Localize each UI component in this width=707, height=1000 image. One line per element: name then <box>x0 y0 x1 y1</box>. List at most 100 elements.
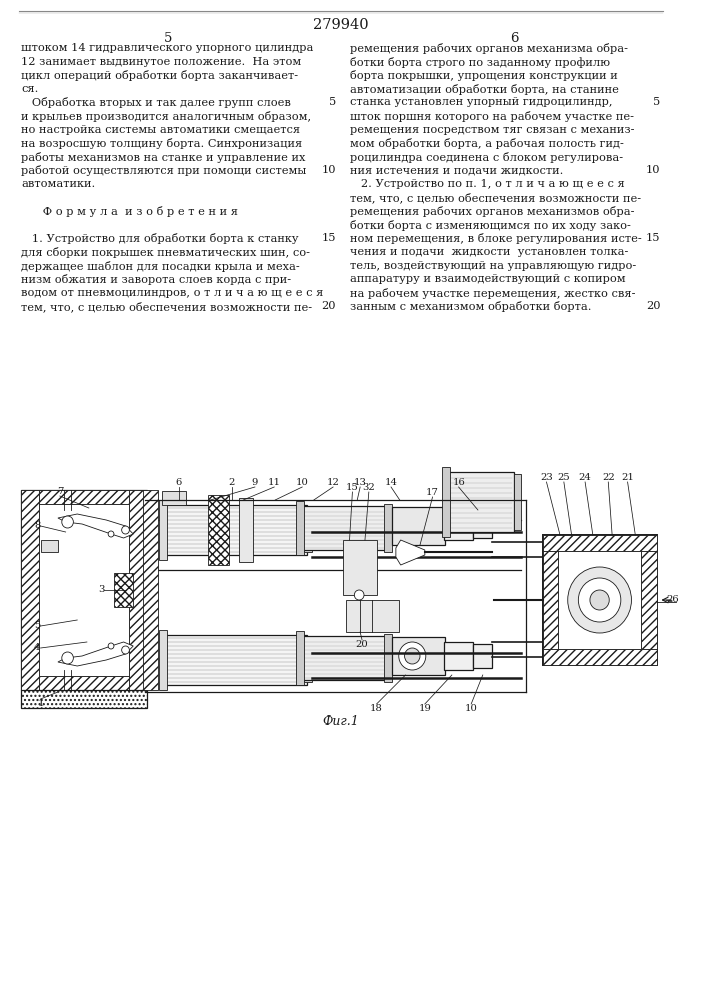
Bar <box>543 551 558 649</box>
Text: 1: 1 <box>37 699 44 708</box>
Bar <box>558 551 641 649</box>
Text: ремещения рабочих органов механизма обра-: ремещения рабочих органов механизма обра… <box>349 43 628 54</box>
Bar <box>385 634 392 682</box>
Bar <box>446 472 514 532</box>
Text: аппаратуру и взаимодействующий с копиром: аппаратуру и взаимодействующий с копиром <box>349 274 625 284</box>
Polygon shape <box>58 642 133 666</box>
Text: станка установлен упорный гидроцилиндр,: станка установлен упорный гидроцилиндр, <box>349 97 612 107</box>
Text: занным с механизмом обработки борта.: занным с механизмом обработки борта. <box>349 301 591 312</box>
Text: 7: 7 <box>57 487 63 496</box>
Text: 10: 10 <box>322 165 336 175</box>
Bar <box>162 635 307 685</box>
Text: 2: 2 <box>228 478 235 487</box>
Text: 5: 5 <box>164 32 173 45</box>
Text: 20: 20 <box>356 640 368 649</box>
Bar <box>114 573 133 607</box>
Text: 20: 20 <box>646 301 660 311</box>
Bar <box>304 508 312 552</box>
Bar <box>129 490 147 690</box>
Text: 12: 12 <box>327 478 339 487</box>
Circle shape <box>108 643 114 649</box>
Bar <box>304 638 312 682</box>
Text: 23: 23 <box>540 473 553 482</box>
Circle shape <box>404 648 420 664</box>
Text: 16: 16 <box>452 478 465 487</box>
Circle shape <box>122 526 129 534</box>
Text: цикл операций обработки борта заканчивает-: цикл операций обработки борта заканчивае… <box>21 70 298 81</box>
Bar <box>392 507 445 545</box>
Text: 6: 6 <box>175 478 182 487</box>
Text: ремещения рабочих органов механизмов обра-: ремещения рабочих органов механизмов обр… <box>349 206 634 217</box>
Circle shape <box>590 590 609 610</box>
Bar <box>162 505 307 555</box>
Text: и крыльев производится аналогичным образом,: и крыльев производится аналогичным образ… <box>21 111 311 122</box>
Bar <box>208 495 229 565</box>
Bar <box>392 637 445 675</box>
Text: автоматики.: автоматики. <box>21 179 95 189</box>
Text: 13: 13 <box>354 478 366 487</box>
Text: 14: 14 <box>385 478 397 487</box>
Bar <box>473 514 492 538</box>
Polygon shape <box>396 540 425 565</box>
Text: держащее шаблон для посадки крыла и меха-: держащее шаблон для посадки крыла и меха… <box>21 261 300 272</box>
Bar <box>21 490 39 690</box>
Text: ном перемещения, в блоке регулирования исте-: ном перемещения, в блоке регулирования и… <box>349 233 641 244</box>
Bar <box>543 649 657 665</box>
Bar <box>442 467 450 537</box>
Text: 24: 24 <box>578 473 592 482</box>
Text: чения и подачи  жидкости  установлен толка-: чения и подачи жидкости установлен толка… <box>349 247 628 257</box>
Circle shape <box>354 590 364 600</box>
Text: мом обработки борта, а рабочая полость гид-: мом обработки борта, а рабочая полость г… <box>349 138 624 149</box>
Text: 4: 4 <box>34 644 40 652</box>
Bar <box>543 535 657 551</box>
Bar <box>514 474 521 530</box>
Text: 11: 11 <box>268 478 281 487</box>
Bar <box>296 631 304 685</box>
Circle shape <box>578 578 621 622</box>
Text: 9: 9 <box>252 478 258 487</box>
Bar <box>39 504 129 676</box>
Text: ботки борта строго по заданному профилю: ботки борта строго по заданному профилю <box>349 57 609 68</box>
Text: 26: 26 <box>666 595 679 604</box>
Circle shape <box>568 567 631 633</box>
Circle shape <box>122 646 129 654</box>
Text: борта покрышки, упрощения конструкции и: борта покрышки, упрощения конструкции и <box>349 70 617 81</box>
Bar <box>240 498 253 562</box>
Text: тем, что, с целью обеспечения возможности пе-: тем, что, с целью обеспечения возможност… <box>21 301 312 312</box>
Bar <box>159 500 167 560</box>
Circle shape <box>399 642 426 670</box>
Text: 18: 18 <box>370 704 383 713</box>
Text: 22: 22 <box>602 473 614 482</box>
Text: роцилиндра соединена с блоком регулирова-: роцилиндра соединена с блоком регулирова… <box>349 152 623 163</box>
Bar <box>162 491 187 505</box>
Text: 3: 3 <box>98 585 104 594</box>
Text: ся.: ся. <box>21 84 39 94</box>
Text: Фиг.1: Фиг.1 <box>322 715 359 728</box>
Text: 19: 19 <box>419 704 431 713</box>
Bar <box>40 540 58 552</box>
Text: 15: 15 <box>322 233 336 243</box>
Text: работой осуществляются при помощи системы: работой осуществляются при помощи систем… <box>21 165 307 176</box>
Bar <box>21 690 147 708</box>
Text: ремещения посредством тяг связан с механиз-: ремещения посредством тяг связан с механ… <box>349 125 634 135</box>
Text: 15: 15 <box>346 483 359 492</box>
Circle shape <box>62 652 74 664</box>
Text: Ф о р м у л а  и з о б р е т е н и я: Ф о р м у л а и з о б р е т е н и я <box>21 206 238 217</box>
Text: 10: 10 <box>464 704 478 713</box>
Text: 10: 10 <box>296 478 309 487</box>
Bar <box>346 600 399 632</box>
Text: 8: 8 <box>34 522 40 530</box>
Text: 2. Устройство по п. 1, о т л и ч а ю щ е е с я: 2. Устройство по п. 1, о т л и ч а ю щ е… <box>349 179 624 189</box>
Bar <box>159 630 167 690</box>
Text: 20: 20 <box>322 301 336 311</box>
Text: 15: 15 <box>646 233 660 243</box>
Text: штоком 14 гидравлического упорного цилиндра: штоком 14 гидравлического упорного цилин… <box>21 43 314 53</box>
Bar <box>444 642 473 670</box>
Text: водом от пневмоцилиндров, о т л и ч а ю щ е е с я: водом от пневмоцилиндров, о т л и ч а ю … <box>21 288 324 298</box>
Bar <box>385 504 392 552</box>
Text: автоматизации обработки борта, на станине: автоматизации обработки борта, на станин… <box>349 84 619 95</box>
Bar <box>299 636 386 680</box>
Bar <box>641 551 657 649</box>
Text: 12 занимает выдвинутое положение.  На этом: 12 занимает выдвинутое положение. На это… <box>21 57 301 67</box>
Bar <box>343 540 377 595</box>
